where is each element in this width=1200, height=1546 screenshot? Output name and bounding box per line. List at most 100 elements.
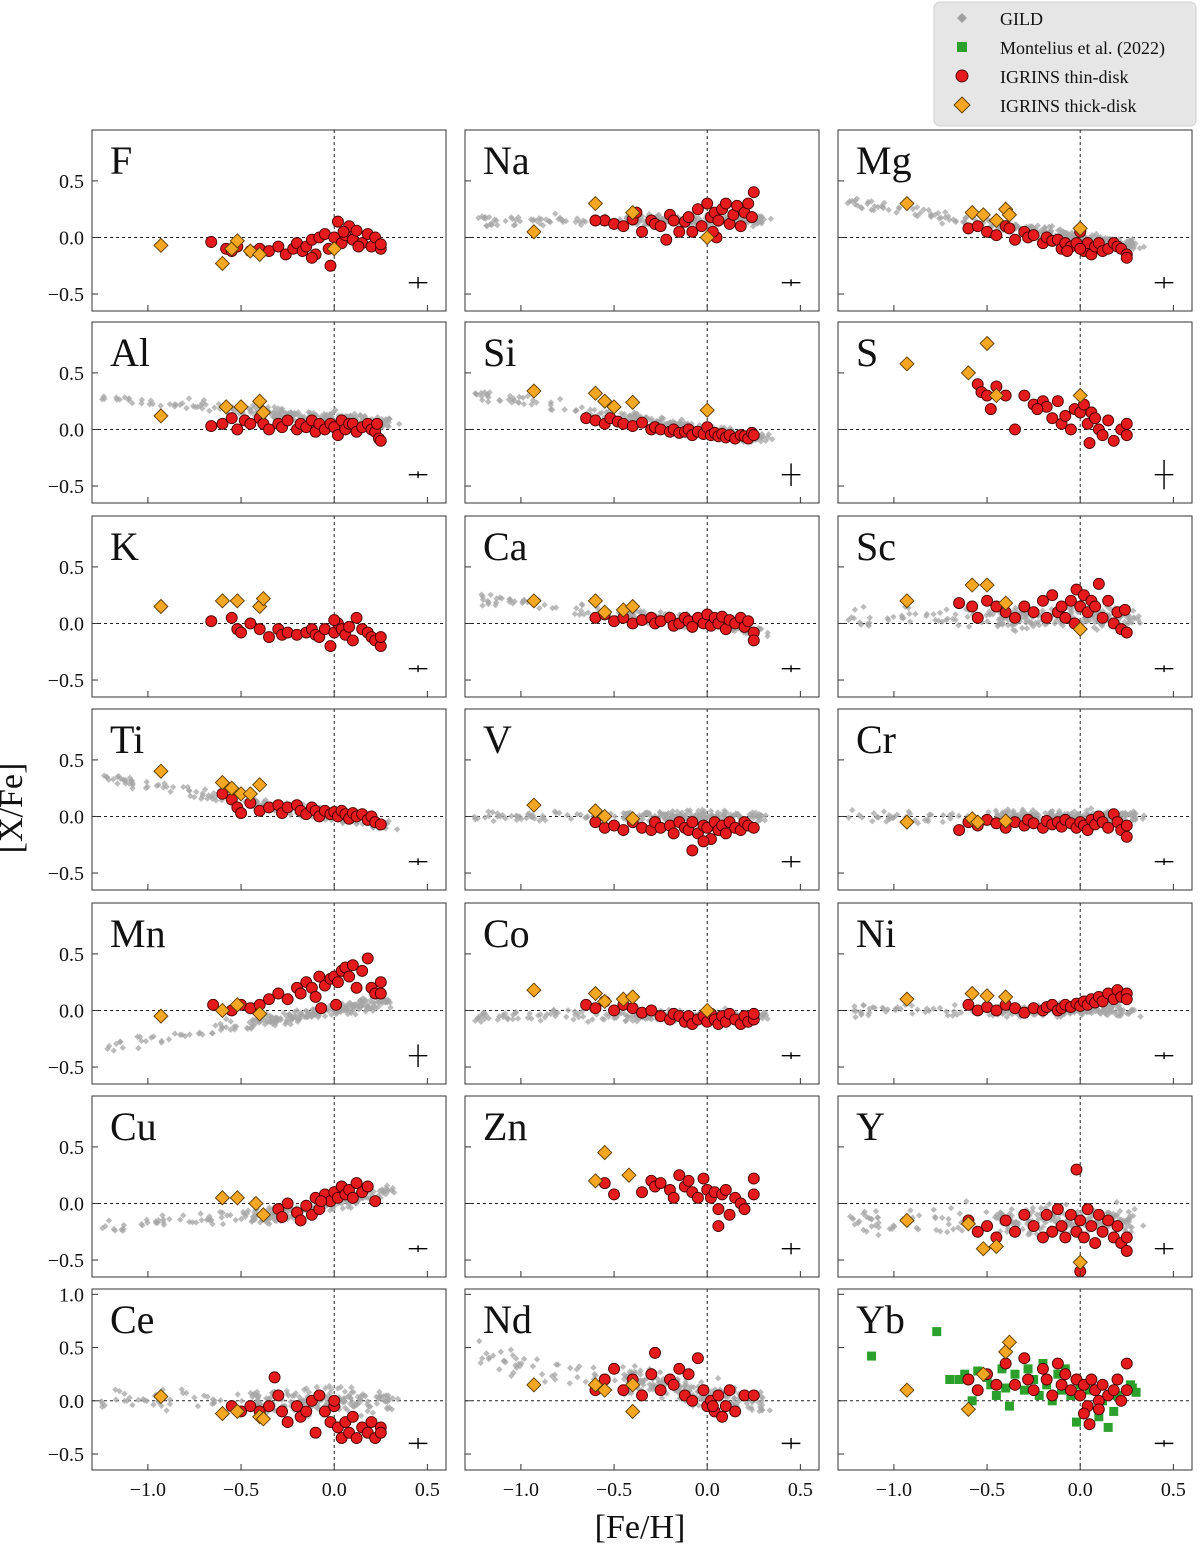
thin-disk-point [1107,434,1120,447]
gild-point [860,603,867,611]
y-tick-label: 0.0 [59,1391,84,1413]
gild-point [945,1215,952,1223]
gild-point [733,217,740,225]
gild-point [633,1018,640,1025]
thin-disk-point [608,1004,621,1017]
gild-point [845,814,852,821]
gild-point [891,1223,898,1230]
panel-co: Co [464,902,820,1085]
gild-point [231,1026,238,1033]
gild-point [114,773,121,781]
gild-point [313,1383,321,1391]
gild-point [500,1013,507,1021]
thin-disk-point [263,1400,275,1413]
gild-point [511,598,518,605]
gild-point [122,777,129,784]
gild-point [321,1013,329,1020]
thin-disk-point [1059,611,1072,624]
gild-point [375,1192,382,1199]
gild-point [112,1396,120,1403]
thin-disk-point [697,1384,710,1397]
gild-point [99,1400,106,1407]
gild-point [511,221,519,228]
thin-disk-point [231,423,244,436]
thin-disk-point [962,998,975,1011]
thick-disk-point [964,577,980,593]
plot-area-al [92,322,446,503]
gild-point [199,1031,206,1038]
gild-point [663,1390,670,1397]
thick-disk-point [587,1377,604,1393]
thick-disk-point [233,399,249,415]
gild-point [1085,1214,1093,1222]
thick-disk-point [899,814,915,830]
gild-point [721,1005,729,1012]
gild-point [163,1407,170,1414]
thick-disk-point [526,1377,542,1393]
element-label-nd: Nd [483,1297,532,1342]
thin-disk-point [691,1352,704,1365]
gild-point [1108,1008,1115,1015]
gild-point [238,1397,245,1405]
gild-point [656,813,663,820]
thick-disk-point [255,1411,272,1427]
panel-frame-ti [91,708,447,891]
thick-disk-point [625,989,641,1005]
thin-disk-point [253,623,266,636]
gild-point [211,404,218,411]
gild-point [1128,619,1135,626]
gild-point [573,215,581,222]
gild-point [144,1219,151,1226]
gild-point [641,221,649,228]
gild-point [550,1006,557,1014]
plot-area-zn [465,1096,819,1277]
gild-point [322,816,329,823]
gild-point [515,1360,522,1367]
gild-point [99,1224,106,1232]
gild-point [1123,1220,1130,1228]
gild-point [539,222,547,229]
gild-point [1093,626,1101,633]
thin-disk-point [617,824,630,836]
gild-point [1029,1208,1036,1215]
element-label-mg: Mg [856,138,912,183]
gild-point [757,218,765,225]
gild-point [359,994,367,1002]
gild-point [722,1393,730,1401]
thick-disk-point [899,356,915,372]
gild-point [1039,1223,1047,1231]
thin-disk-point [1064,1384,1077,1397]
gild-point [322,1384,329,1392]
gild-point [186,1031,193,1038]
gild-point [852,201,859,208]
thin-disk-point [1120,626,1133,639]
thin-disk-point [1089,1237,1102,1250]
thin-disk-point [1089,412,1102,425]
gild-point [234,1391,241,1398]
gild-point [943,606,950,613]
panel-frame-cu [91,1095,447,1278]
gild-point [1129,235,1136,243]
thin-disk-point [617,1384,630,1397]
thick-disk-point [214,1190,231,1206]
gild-point [851,1003,858,1010]
gild-point [1132,810,1139,817]
thick-disk-point [606,399,622,415]
gild-point [875,1219,882,1226]
gild-point [1059,1011,1067,1018]
thin-disk-point [205,615,218,628]
gild-point [143,1216,150,1224]
gild-point [250,1216,257,1223]
thin-disk-point [235,626,248,639]
gild-point [574,1373,581,1381]
gild-point [248,1218,255,1225]
thin-disk-point [1022,1373,1034,1386]
y-tick-label: 0.0 [59,227,84,249]
gild-point [933,1226,940,1234]
panel-sc: Sc [837,515,1193,698]
gild-point [256,1219,264,1226]
gild-point [166,1396,174,1403]
gild-point [1012,604,1019,612]
gild-point [264,1018,272,1025]
gild-point [849,1215,856,1222]
